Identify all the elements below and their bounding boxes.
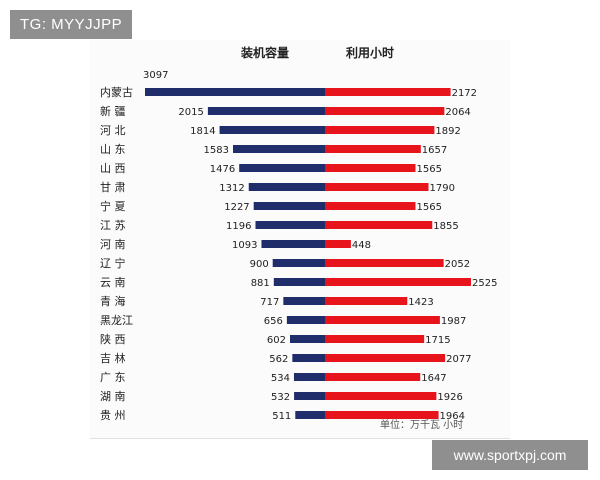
capacity-bar — [273, 278, 325, 286]
category-label: 新 疆 — [100, 104, 126, 118]
hours-bar — [325, 88, 451, 96]
capacity-value: 1093 — [232, 240, 257, 251]
hours-bar — [325, 164, 416, 172]
hours-value: 1423 — [408, 297, 433, 308]
capacity-bar — [272, 259, 325, 267]
unit-note: 单位：万千瓦 小时 — [380, 418, 463, 431]
hours-value: 1964 — [440, 411, 465, 422]
capacity-value: 511 — [272, 411, 291, 422]
hours-bar — [325, 392, 437, 400]
category-label: 甘 肃 — [100, 181, 126, 194]
hours-bar — [325, 259, 444, 267]
category-label: 辽 宁 — [100, 256, 126, 270]
hours-bar — [325, 221, 433, 229]
capacity-value: 1814 — [190, 126, 215, 137]
capacity-bar — [255, 221, 325, 229]
watermark-bottom: www.sportxpj.com — [432, 440, 588, 470]
capacity-value: 656 — [264, 316, 283, 327]
category-label: 贵 州 — [100, 409, 126, 422]
chart-panel: 装机容量 利用小时内蒙古 3097 2172 新 疆 2015 2064 河 北 1814 189… — [90, 40, 510, 439]
capacity-value: 1196 — [226, 221, 251, 232]
capacity-value: 881 — [251, 278, 270, 289]
hours-value: 448 — [352, 240, 371, 251]
hours-value: 1657 — [422, 145, 447, 156]
category-label: 山 东 — [100, 143, 126, 156]
hours-value: 1987 — [441, 316, 466, 327]
category-label: 广 东 — [100, 371, 126, 384]
hours-bar — [325, 145, 421, 153]
category-label: 吉 林 — [100, 351, 126, 365]
capacity-value: 717 — [260, 297, 279, 308]
capacity-bar — [261, 240, 325, 248]
hours-bar — [325, 107, 445, 115]
hours-bar — [325, 240, 351, 248]
capacity-bar — [292, 354, 325, 362]
capacity-bar — [219, 126, 325, 134]
capacity-value: 2015 — [178, 107, 203, 118]
capacity-value: 3097 — [143, 70, 168, 81]
capacity-bar — [207, 107, 325, 115]
category-label: 江 苏 — [100, 219, 126, 232]
capacity-bar — [286, 316, 325, 324]
capacity-bar — [295, 411, 325, 419]
hours-bar — [325, 183, 429, 191]
hours-value: 2172 — [452, 88, 477, 99]
capacity-bar — [294, 392, 325, 400]
capacity-value: 532 — [271, 392, 290, 403]
legend-capacity: 装机容量 — [240, 45, 289, 60]
category-label: 云 南 — [100, 276, 126, 289]
category-label: 山 西 — [100, 162, 126, 175]
category-label: 黑龙江 — [100, 314, 133, 327]
watermark-top: TG: MYYJJPP — [10, 10, 133, 39]
capacity-value: 562 — [269, 354, 288, 365]
category-label: 陕 西 — [100, 332, 126, 346]
capacity-bar — [248, 183, 325, 191]
category-label: 河 北 — [100, 124, 126, 137]
capacity-bar — [290, 335, 325, 343]
hours-bar — [325, 354, 446, 362]
hours-bar — [325, 316, 440, 324]
hours-bar — [325, 373, 421, 381]
capacity-bar — [283, 297, 325, 305]
capacity-value: 602 — [267, 335, 286, 346]
capacity-value: 900 — [250, 259, 269, 270]
capacity-value: 1583 — [204, 145, 229, 156]
hours-bar — [325, 126, 435, 134]
hours-value: 1790 — [430, 183, 455, 194]
hours-value: 1892 — [435, 126, 460, 137]
hours-value: 1647 — [421, 373, 446, 384]
category-label: 青 海 — [100, 294, 126, 308]
capacity-value: 1312 — [219, 183, 244, 194]
hours-bar — [325, 202, 416, 210]
hours-value: 2064 — [445, 107, 470, 118]
hours-value: 1565 — [416, 202, 441, 213]
capacity-value: 1476 — [210, 164, 235, 175]
category-label: 河 南 — [100, 238, 126, 251]
hours-value: 1926 — [437, 392, 462, 403]
capacity-value: 1227 — [224, 202, 249, 213]
capacity-bar — [253, 202, 325, 210]
hours-value: 2525 — [472, 278, 497, 289]
hours-bar — [325, 297, 408, 305]
hours-value: 1565 — [416, 164, 441, 175]
hours-bar — [325, 335, 425, 343]
capacity-value: 534 — [271, 373, 290, 384]
hours-value: 2077 — [446, 354, 471, 365]
hours-value: 2052 — [445, 259, 470, 270]
capacity-bar — [239, 164, 325, 172]
hours-bar — [325, 411, 439, 419]
category-label: 宁 夏 — [100, 199, 126, 213]
hours-bar — [325, 278, 471, 286]
capacity-bar — [232, 145, 325, 153]
category-label: 内蒙古 — [100, 85, 133, 99]
capacity-bar — [293, 373, 325, 381]
capacity-bar — [145, 88, 325, 96]
legend-hours: 利用小时 — [346, 45, 394, 60]
category-label: 湖 南 — [100, 390, 126, 403]
hours-value: 1855 — [433, 221, 458, 232]
hours-value: 1715 — [425, 335, 450, 346]
